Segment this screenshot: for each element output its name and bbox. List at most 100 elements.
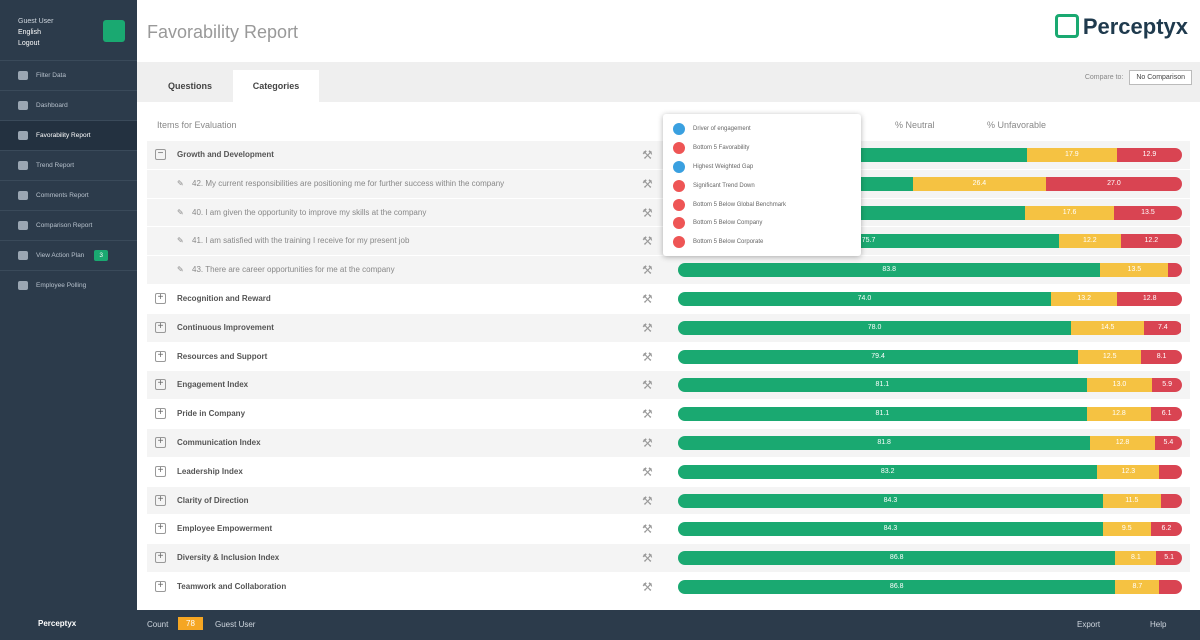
popup-label: Bottom 5 Below Company (693, 220, 763, 227)
compare-select[interactable]: No Comparison (1129, 70, 1192, 85)
expand-toggle[interactable]: + (155, 379, 166, 391)
row-label: Diversity & Inclusion Index (177, 553, 280, 563)
popup-item[interactable]: Driver of engagement (673, 120, 851, 139)
nav-item[interactable]: Comparison Report (0, 210, 137, 240)
export[interactable]: Export (1077, 620, 1101, 629)
expand-toggle[interactable]: + (155, 494, 166, 506)
row-label: Teamwork and Collaboration (177, 582, 287, 591)
action-icon[interactable]: ⚒ (642, 580, 653, 594)
footer-user: Guest User (215, 620, 256, 629)
column-header[interactable]: Items for Evaluation (157, 120, 237, 130)
nav-item[interactable]: Comments Report (0, 180, 137, 210)
action-icon[interactable]: ⚒ (642, 493, 653, 508)
table-row[interactable]: + Communication Index ⚒ 81.8 12.8 5.4 (147, 429, 1190, 458)
table-row[interactable]: + Resources and Support ⚒ 79.4 12.5 8.1 (147, 342, 1190, 372)
expand-toggle[interactable]: + (155, 465, 166, 477)
popup-label: Bottom 5 Below Global Benchmark (693, 201, 787, 208)
popup-item[interactable]: Bottom 5 Below Company (673, 214, 851, 233)
table-row[interactable]: 43. There are career opportunities for m… (147, 256, 1190, 285)
popup-icon (673, 198, 685, 211)
nav-item[interactable]: View Action Plan 3 (0, 240, 137, 270)
expand-toggle[interactable]: + (155, 552, 166, 564)
sidebar: Guest User English Logout Filter Data Das… (0, 0, 137, 640)
stacked-bar: 81.1 12.8 6.1 (678, 407, 1182, 422)
nav-item[interactable]: Trend Report (0, 150, 137, 180)
action-icon[interactable]: ⚒ (642, 292, 653, 306)
action-icon[interactable]: ⚒ (642, 234, 653, 249)
logout[interactable]: Logout (18, 40, 40, 47)
expand-toggle[interactable]: + (155, 321, 166, 333)
bar-segment: 12.2 (1120, 234, 1182, 249)
table-row[interactable]: + Teamwork and Collaboration ⚒ 86.8 8.7 (147, 573, 1190, 602)
language[interactable]: English (18, 29, 41, 36)
action-icon[interactable]: ⚒ (642, 349, 653, 364)
popup-item[interactable]: Bottom 5 Below Global Benchmark (673, 195, 851, 214)
nav-item[interactable]: Favorability Report (0, 120, 137, 150)
main: Favorability Report Perceptyx Questions … (137, 0, 1200, 610)
bar-segment: 13.5 (1113, 205, 1182, 220)
bar-segment: 5.1 (1156, 551, 1182, 566)
expand-toggle[interactable]: + (155, 437, 166, 448)
page-title: Favorability Report (147, 22, 299, 42)
nav-icon (18, 101, 28, 110)
nav-badge: 3 (94, 250, 108, 261)
edit-icon: ✎ (177, 178, 184, 188)
bar-segment: 6.1 (1151, 407, 1182, 422)
bar-segment: 27.0 (1045, 176, 1182, 191)
nav-label: Favorability Report (36, 132, 91, 139)
column-header[interactable]: % Neutral (895, 120, 935, 130)
column-header[interactable]: % Unfavorable (987, 120, 1047, 130)
popup-item[interactable]: Bottom 5 Favorability (673, 139, 851, 158)
action-icon[interactable]: ⚒ (642, 205, 653, 220)
expand-toggle[interactable]: + (155, 581, 166, 592)
tab[interactable]: Categories (233, 70, 319, 102)
logo: Perceptyx (1054, 14, 1188, 40)
expand-toggle[interactable]: + (155, 293, 166, 304)
user-name[interactable]: Guest User (18, 18, 54, 25)
table-row[interactable]: + Clarity of Direction ⚒ 84.3 11.5 (147, 486, 1190, 516)
row-label: Recognition and Reward (177, 294, 271, 303)
action-icon[interactable]: ⚒ (642, 320, 653, 335)
expand-toggle[interactable]: − (155, 149, 166, 160)
tab[interactable]: Questions (167, 81, 212, 91)
stacked-bar: 81.1 13.0 5.9 (678, 378, 1182, 393)
stacked-bar: 86.8 8.7 (678, 580, 1182, 594)
table-row[interactable]: + Leadership Index ⚒ 83.2 12.3 (147, 457, 1190, 487)
action-icon[interactable]: ⚒ (642, 378, 653, 393)
table-row[interactable]: + Recognition and Reward ⚒ 74.0 13.2 12.8 (147, 285, 1190, 314)
stacked-bar: 84.3 9.5 6.2 (678, 522, 1182, 537)
action-icon[interactable]: ⚒ (642, 522, 653, 537)
nav-item[interactable]: Dashboard (0, 90, 137, 120)
popup-item[interactable]: Bottom 5 Below Corporate (673, 233, 851, 252)
stacked-bar: 83.8 13.5 (678, 263, 1182, 278)
table-row[interactable]: + Employee Empowerment ⚒ 84.3 9.5 6.2 (147, 515, 1190, 545)
popup-label: Significant Trend Down (693, 182, 755, 189)
bar-segment: 7.4 (1144, 320, 1182, 335)
action-icon[interactable]: ⚒ (642, 148, 653, 162)
table-row[interactable]: + Continuous Improvement ⚒ 78.0 14.5 7.4 (147, 313, 1190, 343)
action-icon[interactable]: ⚒ (642, 464, 653, 479)
expand-toggle[interactable]: + (155, 408, 166, 420)
nav-item[interactable]: Filter Data (0, 60, 137, 90)
popup-item[interactable]: Significant Trend Down (673, 176, 851, 195)
expand-toggle[interactable]: + (155, 523, 166, 535)
expand-toggle[interactable]: + (155, 350, 166, 362)
table-row[interactable]: + Engagement Index ⚒ 81.1 13.0 5.9 (147, 371, 1190, 401)
menu-button[interactable] (103, 20, 125, 42)
action-icon[interactable]: ⚒ (642, 407, 653, 422)
compare-label: Compare to: (1084, 74, 1124, 81)
action-icon[interactable]: ⚒ (642, 436, 653, 450)
nav-item[interactable]: Employee Polling (0, 270, 137, 300)
popup-item[interactable]: Highest Weighted Gap (673, 158, 851, 177)
bar-segment: 17.6 (1025, 205, 1114, 220)
action-icon[interactable]: ⚒ (642, 263, 653, 278)
bar-segment: 12.5 (1078, 349, 1142, 364)
table-row[interactable]: + Pride in Company ⚒ 81.1 12.8 6.1 (147, 400, 1190, 429)
table-row[interactable]: + Diversity & Inclusion Index ⚒ 86.8 8.1 5.1 (147, 544, 1190, 573)
stacked-bar: 74.0 13.2 12.8 (678, 292, 1182, 306)
action-icon[interactable]: ⚒ (642, 176, 653, 191)
help[interactable]: Help (1150, 620, 1167, 629)
action-icon[interactable]: ⚒ (642, 551, 653, 566)
bar-segment: 12.8 (1117, 292, 1182, 306)
